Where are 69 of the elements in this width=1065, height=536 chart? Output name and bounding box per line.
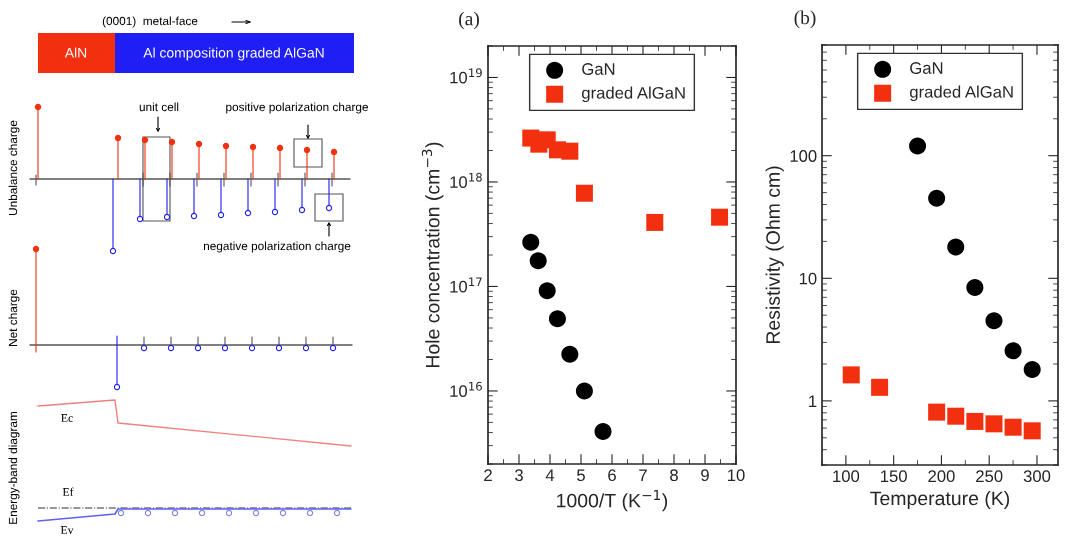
y-axis-title: Resistivity (Ohm cm) (765, 166, 784, 344)
point (1004, 418, 1022, 436)
legend-label: GaN (910, 62, 943, 74)
point (646, 213, 664, 231)
legend-label: GaN (582, 63, 615, 75)
point (909, 137, 927, 155)
point (561, 345, 579, 363)
text: AlN (64, 47, 87, 58)
point (928, 189, 946, 207)
y-tick-label: 10$^{17}$ (450, 277, 482, 293)
x-axis-title: 1000/T (K$^{−1}$) (557, 489, 668, 512)
point (842, 366, 860, 384)
text: unit cell (139, 102, 179, 112)
text: negative polarization charge (203, 241, 351, 253)
y-tick-label: 10 (799, 272, 817, 285)
point (871, 378, 889, 396)
point (966, 279, 984, 297)
point (985, 312, 1003, 330)
point (966, 412, 984, 430)
y-axis-title: Hole concentration (cm$^{−3}$) (421, 142, 444, 368)
x-tick-label: 100 (833, 470, 860, 483)
x-tick-label: 200 (928, 470, 955, 483)
y-tick-label: 10$^{19}$ (450, 68, 482, 84)
point (575, 382, 593, 400)
x-axis-title: Temperature (K) (870, 490, 1010, 510)
text: Ef (62, 487, 74, 496)
point (711, 208, 729, 226)
x-tick-label: 250 (976, 470, 1003, 483)
x-tick-label: 10 (728, 469, 745, 482)
point (522, 233, 540, 251)
legend-label: graded AlGaN (582, 86, 685, 103)
point (594, 422, 612, 440)
point (561, 142, 579, 160)
point (947, 238, 965, 256)
text: Al composition graded AlGaN (143, 47, 324, 61)
chart-title: (a) (459, 11, 479, 30)
point (548, 310, 566, 328)
y-tick-label: 10$^{16}$ (450, 381, 482, 398)
x-tick-label: 9 (701, 469, 709, 482)
text: Energy-band diagram (8, 412, 20, 524)
point (1023, 422, 1041, 440)
text: Ev (60, 526, 74, 534)
text: (0001) metal-face (102, 16, 198, 28)
point (985, 415, 1003, 433)
x-tick-label: 150 (881, 470, 907, 483)
text: Unbalance charge (8, 120, 20, 215)
x-tick-label: 4 (545, 469, 555, 481)
legend-label: graded AlGaN (910, 85, 1013, 102)
y-tick-label: 10$^{18}$ (450, 172, 482, 189)
text: Net charge (8, 289, 20, 346)
point (529, 252, 547, 270)
x-tick-label: 6 (608, 469, 616, 482)
x-tick-label: 7 (639, 469, 647, 481)
point (575, 184, 593, 202)
y-tick-label: 100 (790, 150, 817, 162)
x-tick-label: 300 (1023, 470, 1051, 483)
x-tick-label: 5 (577, 469, 585, 482)
chart-title: (b) (794, 10, 816, 29)
x-tick-label: 8 (670, 469, 678, 482)
point (928, 403, 946, 421)
x-tick-label: 3 (515, 469, 523, 482)
point (947, 407, 965, 425)
point (1004, 342, 1022, 360)
x-tick-label: 2 (484, 469, 492, 481)
point (538, 282, 556, 300)
text: Ec (61, 414, 73, 422)
y-tick-label: 1 (809, 395, 817, 407)
point (1023, 361, 1041, 379)
text: positive polarization charge (226, 102, 369, 114)
